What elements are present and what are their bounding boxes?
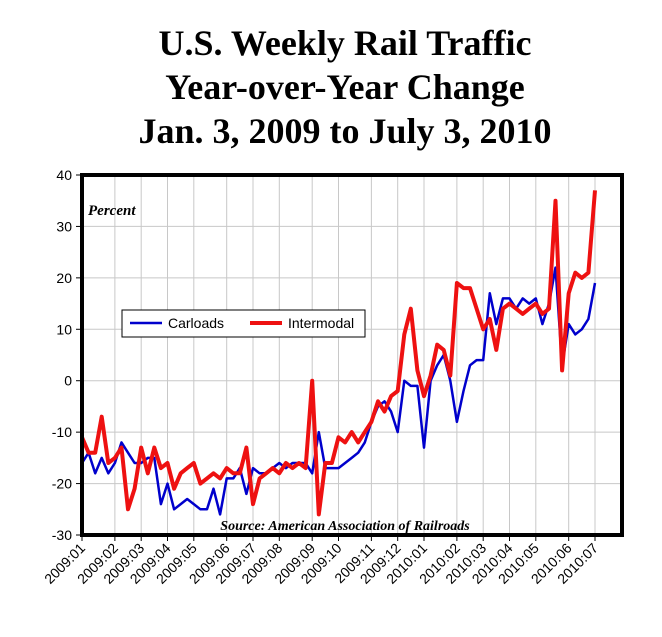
chart-title: Year-over-Year Change bbox=[165, 67, 525, 107]
y-tick-label: -10 bbox=[52, 424, 72, 440]
chart-title: Jan. 3, 2009 to July 3, 2010 bbox=[138, 111, 551, 151]
source-note: Source: American Association of Railroad… bbox=[220, 519, 470, 534]
chart-title: U.S. Weekly Rail Traffic bbox=[159, 23, 532, 63]
y-tick-label: 10 bbox=[56, 321, 72, 337]
y-axis-label: Percent bbox=[88, 203, 136, 219]
y-tick-label: 20 bbox=[56, 270, 72, 286]
y-tick-label: -30 bbox=[52, 527, 72, 543]
y-tick-label: 40 bbox=[56, 167, 72, 183]
legend-label: Carloads bbox=[168, 315, 224, 331]
y-tick-label: -20 bbox=[52, 476, 72, 492]
plot-frame bbox=[80, 173, 624, 537]
y-tick-label: 30 bbox=[56, 218, 72, 234]
line-series bbox=[80, 190, 597, 517]
legend-label: Intermodal bbox=[288, 315, 354, 331]
line-series bbox=[80, 266, 597, 516]
legend-box bbox=[121, 309, 366, 338]
y-tick-label: 0 bbox=[64, 373, 72, 389]
legend: Carloads Intermodal bbox=[121, 309, 366, 338]
